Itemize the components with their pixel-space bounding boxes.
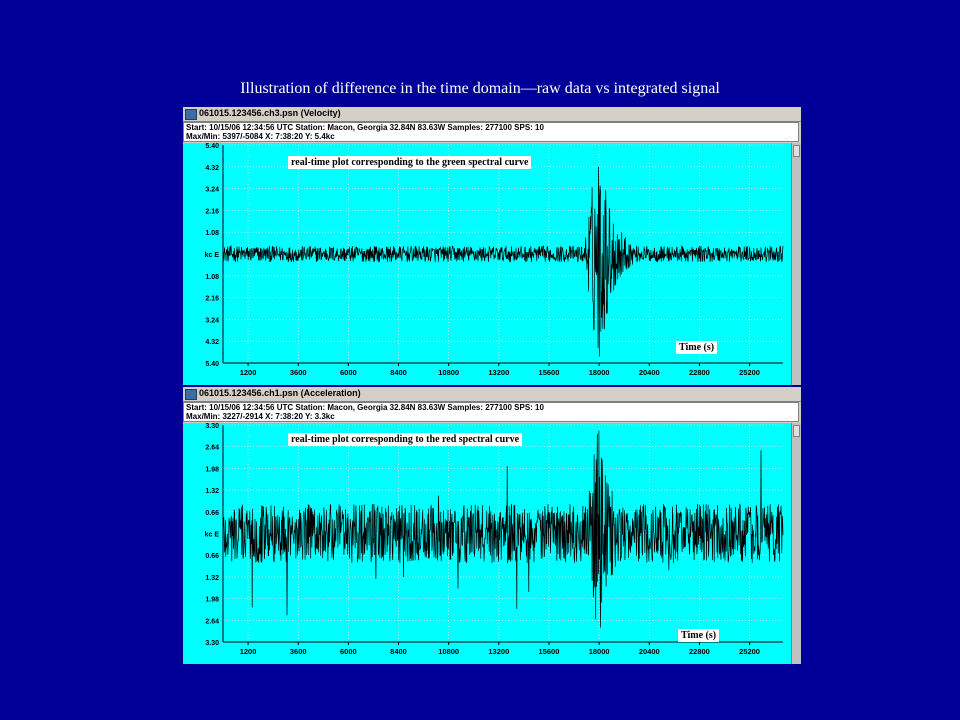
vertical-scrollbar[interactable] [791, 423, 801, 664]
x-tick-label: 1200 [240, 368, 257, 377]
app-window-icon [185, 109, 197, 120]
y-tick-label: 2.16 [205, 296, 219, 303]
vertical-scrollbar[interactable] [791, 143, 801, 385]
y-tick-label: 4.32 [205, 165, 219, 172]
x-tick-label: 13200 [488, 368, 509, 377]
x-tick-label: 3600 [290, 368, 307, 377]
x-tick-label: 10800 [438, 368, 459, 377]
y-tick-label: 2.64 [205, 618, 219, 625]
x-tick-label: 6000 [340, 368, 357, 377]
slide-title: Illustration of difference in the time d… [240, 80, 720, 97]
x-tick-label: 20400 [639, 368, 660, 377]
y-tick-label: 1.32 [205, 575, 219, 582]
x-tick-label: 6000 [340, 647, 357, 656]
x-tick-label: 13200 [488, 647, 509, 656]
x-tick-label: 15600 [539, 647, 560, 656]
window-titlebar[interactable]: 061015.123456.ch1.psn (Acceleration) [183, 387, 801, 402]
y-tick-label: 0.66 [205, 510, 219, 517]
y-tick-label: 1.08 [205, 230, 219, 237]
x-tick-label: 18000 [589, 647, 610, 656]
y-tick-label: 4.32 [205, 339, 219, 346]
y-tick-label: 3.30 [205, 640, 219, 647]
acceleration-chart: 3.30 2.64 1.98 1.32 0.66 kc E 0.66 1.32 1.98 2.64… [205, 423, 784, 656]
y-tick-label: 5.40 [205, 143, 219, 150]
x-tick-label: 20400 [639, 647, 660, 656]
x-tick-label: 18000 [589, 368, 610, 377]
x-tick-label: 22800 [689, 368, 710, 377]
window-title: 061015.123456.ch3.psn (Velocity) [199, 108, 341, 118]
y-tick-label: 1.32 [205, 488, 219, 495]
info-line-start: Start: 10/15/06 12:34:56 UTC Station: Ma… [186, 403, 544, 412]
signal-trace [222, 430, 784, 628]
y-tick-label: 1.98 [205, 466, 219, 473]
scrollbar-thumb[interactable] [793, 145, 800, 157]
y-tick-label: 2.16 [205, 208, 219, 215]
x-tick-label: 25200 [739, 368, 760, 377]
y-tick-label: 3.24 [205, 187, 219, 194]
info-line-maxmin: Max/Min: 5397/-5084 X: 7:38:20 Y: 5.4kc [186, 132, 335, 141]
x-tick-label: 8400 [390, 368, 407, 377]
station-info: Start: 10/15/06 12:34:56 UTC Station: Ma… [183, 122, 799, 142]
y-tick-label: 1.08 [205, 274, 219, 281]
y-tick-label: kc E [205, 532, 220, 539]
x-tick-label: 1200 [240, 647, 257, 656]
plot-annotation: real-time plot corresponding to the gree… [288, 156, 532, 169]
acceleration-window[interactable]: 061015.123456.ch1.psn (Acceleration) Sta… [183, 387, 801, 664]
y-tick-label: 2.64 [205, 445, 219, 452]
y-tick-label: 3.24 [205, 317, 219, 324]
plot-annotation: real-time plot corresponding to the red … [288, 433, 523, 446]
x-tick-label: 15600 [539, 368, 560, 377]
y-tick-label: 5.40 [205, 361, 219, 368]
window-title: 061015.123456.ch1.psn (Acceleration) [199, 388, 361, 398]
window-titlebar[interactable]: 061015.123456.ch3.psn (Velocity) [183, 107, 801, 122]
info-line-maxmin: Max/Min: 3227/-2914 X: 7:38:20 Y: 3.3kc [186, 412, 335, 421]
signal-trace [222, 166, 784, 357]
x-tick-label: 25200 [739, 647, 760, 656]
app-window-icon [185, 389, 197, 400]
time-axis-label: Time (s) [676, 341, 718, 354]
scrollbar-thumb[interactable] [793, 425, 800, 437]
station-info: Start: 10/15/06 12:34:56 UTC Station: Ma… [183, 402, 799, 422]
y-tick-label: 0.66 [205, 553, 219, 560]
x-tick-label: 22800 [689, 647, 710, 656]
acceleration-plot-area[interactable]: 3.30 2.64 1.98 1.32 0.66 kc E 0.66 1.32 1.98 2.64… [183, 423, 801, 664]
x-tick-label: 8400 [390, 647, 407, 656]
x-tick-label: 10800 [438, 647, 459, 656]
y-tick-label: 1.98 [205, 597, 219, 604]
info-line-start: Start: 10/15/06 12:34:56 UTC Station: Ma… [186, 123, 544, 132]
y-tick-label: kc E [205, 252, 220, 259]
x-tick-label: 3600 [290, 647, 307, 656]
y-tick-label: 3.30 [205, 423, 219, 430]
velocity-plot-area[interactable]: 5.40 4.32 3.24 2.16 1.08 kc E 1.08 2.16 3.24 4.32… [183, 143, 801, 385]
time-axis-label: Time (s) [678, 629, 720, 642]
velocity-window[interactable]: 061015.123456.ch3.psn (Velocity) Start: … [183, 107, 801, 385]
